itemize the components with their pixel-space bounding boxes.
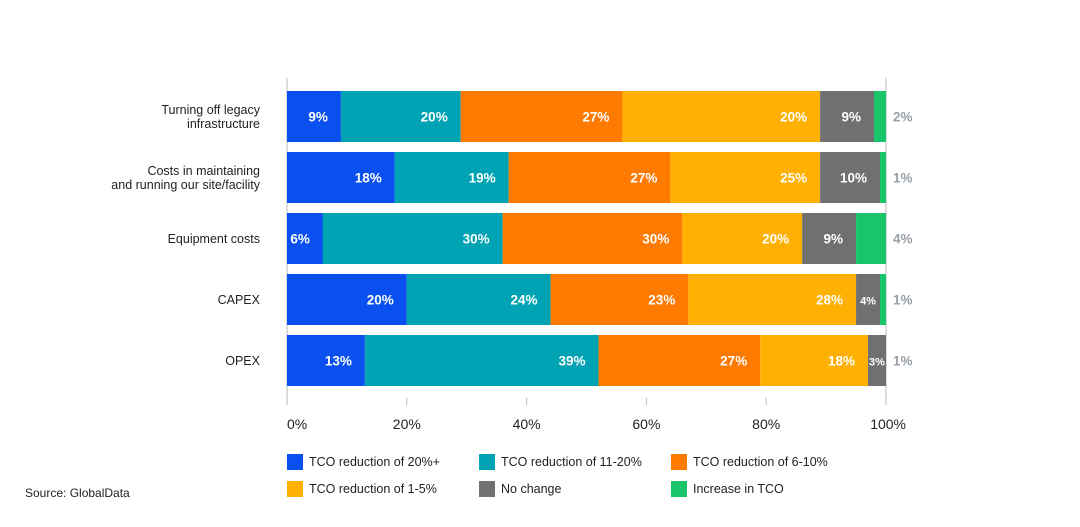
data-label: 24% bbox=[511, 293, 538, 308]
data-label: 20% bbox=[762, 232, 789, 247]
data-label: 27% bbox=[630, 171, 657, 186]
bar-segment bbox=[670, 152, 821, 203]
bar-segment bbox=[820, 91, 875, 142]
bar-segment bbox=[802, 213, 857, 264]
legend-label: TCO reduction of 11-20% bbox=[501, 454, 642, 469]
data-label-outside: 1% bbox=[893, 354, 913, 369]
bar-segment bbox=[287, 274, 407, 325]
data-label: 13% bbox=[325, 354, 352, 369]
category-label: OPEX bbox=[225, 354, 260, 368]
data-label: 20% bbox=[367, 293, 394, 308]
legend-swatch bbox=[479, 480, 495, 497]
category-label: Costs in maintaining bbox=[147, 164, 260, 178]
bar-segment bbox=[856, 274, 881, 325]
data-label: 9% bbox=[824, 232, 844, 247]
bar-segment bbox=[760, 335, 869, 386]
data-label: 6% bbox=[290, 232, 310, 247]
category-label: infrastructure bbox=[187, 117, 260, 131]
data-label: 9% bbox=[308, 110, 328, 125]
data-label-outside: 1% bbox=[893, 293, 913, 308]
x-tick-label: 100% bbox=[870, 416, 906, 432]
bar-segment bbox=[508, 152, 671, 203]
bar-segment bbox=[406, 274, 551, 325]
data-label: 23% bbox=[648, 293, 675, 308]
bar-segment bbox=[550, 274, 689, 325]
bar-segment bbox=[364, 335, 599, 386]
legend-item: TCO reduction of 11-20% bbox=[479, 453, 671, 470]
bar-segment bbox=[868, 335, 886, 386]
bar-segment bbox=[820, 152, 881, 203]
legend-label: TCO reduction of 20%+ bbox=[309, 454, 440, 469]
bar-segment bbox=[688, 274, 857, 325]
data-label-outside: 4% bbox=[893, 232, 913, 247]
category-label: Equipment costs bbox=[168, 232, 260, 246]
bar-segment bbox=[682, 213, 803, 264]
legend: TCO reduction of 20%+ TCO reduction of 11… bbox=[287, 453, 887, 497]
category-label: and running our site/facility bbox=[111, 178, 260, 192]
bar-segment bbox=[880, 152, 886, 203]
bar-segment bbox=[460, 91, 623, 142]
legend-swatch bbox=[287, 480, 303, 497]
legend-item: No change bbox=[479, 480, 671, 497]
bar-segment bbox=[394, 152, 509, 203]
x-tick-label: 60% bbox=[632, 416, 660, 432]
bar-segment bbox=[287, 152, 395, 203]
legend-swatch bbox=[671, 453, 687, 470]
legend-item: TCO reduction of 1-5% bbox=[287, 480, 479, 497]
data-label: 25% bbox=[780, 171, 807, 186]
bar-segment bbox=[287, 91, 341, 142]
source-note: Source: GlobalData bbox=[25, 486, 130, 500]
data-label: 20% bbox=[421, 110, 448, 125]
data-label: 3% bbox=[869, 357, 885, 369]
bar-segment bbox=[874, 91, 886, 142]
bar-segment bbox=[340, 91, 461, 142]
bar-segment bbox=[322, 213, 503, 264]
data-label: 18% bbox=[828, 354, 855, 369]
data-label: 30% bbox=[642, 232, 669, 247]
legend-item: TCO reduction of 6-10% bbox=[671, 453, 863, 470]
data-label-outside: 2% bbox=[893, 110, 913, 125]
data-label: 10% bbox=[840, 171, 867, 186]
legend-label: Increase in TCO bbox=[693, 481, 784, 496]
x-tick-label: 80% bbox=[752, 416, 780, 432]
category-label: Turning off legacy bbox=[161, 103, 260, 117]
data-label: 27% bbox=[582, 110, 609, 125]
x-tick-label: 40% bbox=[513, 416, 541, 432]
data-label: 9% bbox=[842, 110, 862, 125]
legend-swatch bbox=[671, 480, 687, 497]
data-label: 18% bbox=[355, 171, 382, 186]
legend-label: TCO reduction of 1-5% bbox=[309, 481, 437, 496]
data-label: 28% bbox=[816, 293, 843, 308]
category-label: CAPEX bbox=[218, 293, 261, 307]
bar-segment bbox=[622, 91, 821, 142]
bar-segment bbox=[598, 335, 761, 386]
data-label: 30% bbox=[463, 232, 490, 247]
data-label: 39% bbox=[558, 354, 585, 369]
legend-swatch bbox=[479, 453, 495, 470]
bar-segment bbox=[287, 335, 365, 386]
data-label: 19% bbox=[469, 171, 496, 186]
legend-label: No change bbox=[501, 481, 562, 496]
data-label: 20% bbox=[780, 110, 807, 125]
bar-segment bbox=[856, 213, 886, 264]
data-label: 4% bbox=[860, 296, 876, 308]
legend-item: TCO reduction of 20%+ bbox=[287, 453, 479, 470]
bar-segment bbox=[502, 213, 683, 264]
bar-segment bbox=[880, 274, 886, 325]
legend-swatch bbox=[287, 453, 303, 470]
bar-segment bbox=[287, 213, 323, 264]
legend-label: TCO reduction of 6-10% bbox=[693, 454, 828, 469]
x-tick-label: 20% bbox=[393, 416, 421, 432]
data-label: 27% bbox=[720, 354, 747, 369]
legend-item: Increase in TCO bbox=[671, 480, 863, 497]
data-label-outside: 1% bbox=[893, 171, 913, 186]
x-tick-label: 0% bbox=[287, 416, 307, 432]
